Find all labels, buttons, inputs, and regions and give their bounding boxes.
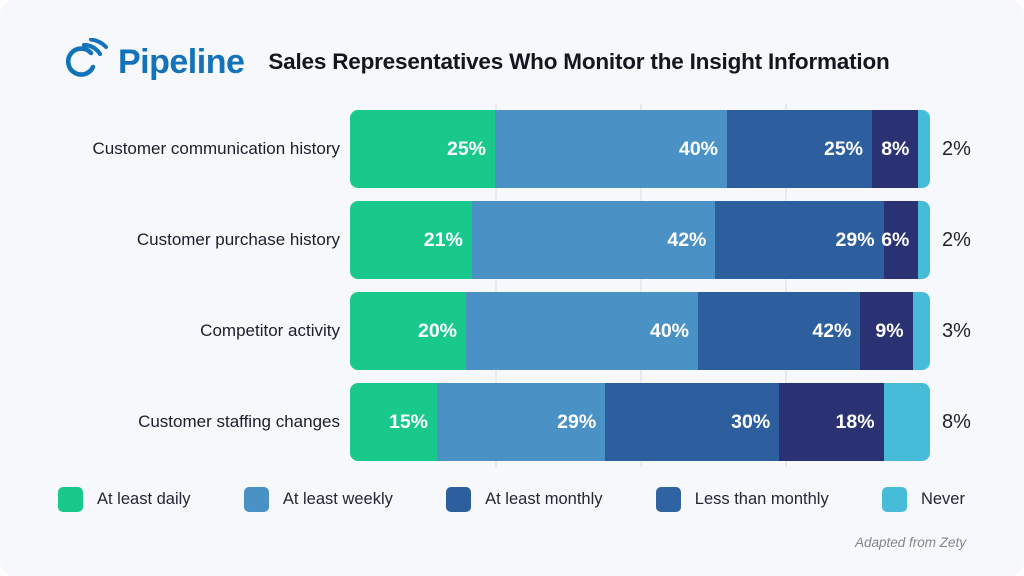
- segment-value-label: 40%: [678, 137, 718, 160]
- bar-segment: 9%: [860, 292, 913, 370]
- bar-segment: 6%: [881, 201, 919, 279]
- legend-swatch: [655, 487, 681, 512]
- segment-value-label: 15%: [388, 410, 428, 433]
- bar-segment: [883, 383, 930, 461]
- legend-item: Never: [881, 487, 965, 512]
- row-label: Customer staffing changes: [138, 411, 340, 431]
- bar-segment: 42%: [471, 201, 716, 279]
- stacked-bar: 25% 40% 25% 8%: [350, 110, 930, 188]
- legend-swatch: [58, 487, 83, 512]
- bar-segment: [918, 201, 930, 279]
- legend-label: Never: [920, 490, 965, 508]
- legend-item: At least monthly: [446, 487, 603, 512]
- bar-row: Customer communication history 25% 40% 25% 8…: [0, 110, 1024, 188]
- legend-item: At least weekly: [243, 487, 393, 512]
- attribution-note: Adapted from Zety: [854, 535, 966, 550]
- bar-segment: 25%: [727, 110, 872, 188]
- logo-wordmark: Pipeline: [118, 43, 245, 81]
- segment-value-label: 9%: [875, 319, 904, 342]
- segment-value-label: 25%: [823, 137, 863, 160]
- bar-segment: 29%: [437, 383, 606, 461]
- row-label: Competitor activity: [200, 320, 340, 340]
- segment-value-label: 6%: [881, 228, 910, 251]
- segment-value-label: 42%: [812, 319, 852, 342]
- bar-segment: 29%: [715, 201, 884, 279]
- segment-value-label: 40%: [649, 319, 689, 342]
- legend-label: At least monthly: [485, 490, 603, 508]
- bar-segment: 30%: [605, 383, 780, 461]
- stacked-bar: 20% 40% 42% 9%: [350, 292, 930, 370]
- bar-row: Customer purchase history 21% 42% 29% 6% 2%: [0, 201, 1024, 279]
- never-value-label: 2%: [942, 228, 971, 251]
- header: Pipeline Sales Representatives Who Monit…: [0, 36, 1024, 88]
- row-label: Customer communication history: [92, 138, 340, 158]
- legend-label: At least daily: [97, 490, 191, 508]
- bar-row: Competitor activity 20% 40% 42% 9% 3%: [0, 292, 1024, 370]
- segment-value-label: 18%: [835, 410, 875, 433]
- pipeline-swirl-icon: [58, 38, 110, 86]
- segment-value-label: 29%: [557, 410, 597, 433]
- never-value-label: 3%: [942, 319, 971, 342]
- chart-rows: Customer communication history 25% 40% 25% 8…: [0, 110, 1024, 461]
- bar-segment: 8%: [872, 110, 919, 188]
- bar-segment: [918, 110, 930, 188]
- bar-segment: [912, 292, 930, 370]
- bar-segment: 15%: [350, 383, 437, 461]
- stacked-bar-chart: Customer communication history 25% 40% 25% 8…: [0, 104, 1024, 467]
- legend-swatch: [243, 487, 269, 512]
- stacked-bar: 21% 42% 29% 6%: [350, 201, 930, 279]
- bar-segment: 21%: [350, 201, 472, 279]
- never-value-label: 8%: [942, 410, 971, 433]
- segment-value-label: 8%: [881, 137, 910, 160]
- segment-value-label: 42%: [667, 228, 707, 251]
- bar-segment: 40%: [466, 292, 698, 370]
- legend-item: Less than monthly: [655, 487, 829, 512]
- bar-segment: 40%: [495, 110, 727, 188]
- bar-segment: 18%: [779, 383, 884, 461]
- page-title: Sales Representatives Who Monitor the In…: [268, 49, 890, 74]
- never-value-label: 2%: [942, 137, 971, 160]
- row-label: Customer purchase history: [136, 229, 340, 249]
- bar-row: Customer staffing changes 15% 29% 30% 18% 8%: [0, 383, 1024, 461]
- segment-value-label: 30%: [731, 410, 771, 433]
- segment-value-label: 20%: [417, 319, 457, 342]
- legend-swatch: [881, 487, 907, 512]
- legend-swatch: [446, 487, 472, 512]
- chart-legend: At least daily At least weekly At least mo…: [58, 487, 965, 512]
- segment-value-label: 21%: [423, 228, 463, 251]
- pipeline-logo: Pipeline: [58, 38, 245, 86]
- legend-label: Less than monthly: [694, 490, 829, 508]
- segment-value-label: 25%: [446, 137, 486, 160]
- legend-label: At least weekly: [282, 490, 393, 508]
- bar-segment: 42%: [698, 292, 861, 370]
- bar-segment: 25%: [350, 110, 495, 188]
- bar-segment: 20%: [350, 292, 466, 370]
- stacked-bar: 15% 29% 30% 18%: [350, 383, 930, 461]
- segment-value-label: 29%: [835, 228, 875, 251]
- legend-item: At least daily: [58, 487, 191, 512]
